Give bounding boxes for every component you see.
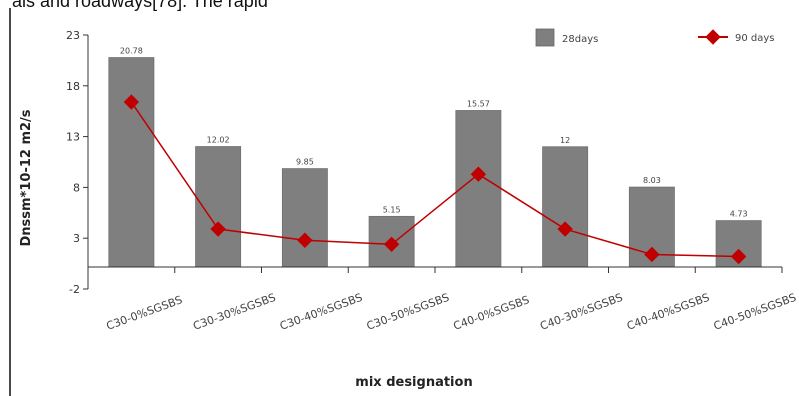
y-axis-title: Dnssm*10-12 m2/s (19, 109, 34, 246)
x-category-label: C30-50%SGSBS (365, 291, 451, 333)
chart-legend: 28days 90 days (535, 28, 775, 47)
x-axis-title: mix designation (355, 375, 472, 390)
bar-data-label: 15.57 (467, 99, 490, 108)
bar-data-label: 12 (560, 136, 570, 145)
bar-28days (281, 168, 328, 268)
clipped-body-text: als and roadways[78]. The rapid (12, 0, 268, 11)
y-tick-label: 18 (66, 80, 80, 93)
point-90-days (644, 246, 660, 263)
point-90-days (210, 221, 226, 237)
x-category-label: C40-40%SGSBS (625, 291, 711, 333)
y-tick-label: 13 (66, 131, 80, 144)
point-90-days (470, 166, 487, 182)
bar-data-label: 8.03 (643, 176, 661, 185)
legend-28days-label: 28days (562, 34, 598, 45)
x-category-label: C40-50%SGSBS (712, 291, 798, 333)
y-tick-label: -2 (69, 283, 80, 296)
legend-diamond-icon (705, 29, 721, 45)
bar-28days (542, 146, 589, 268)
bar-data-label: 20.78 (120, 47, 143, 56)
point-90-days (297, 232, 313, 248)
bar-data-label: 4.73 (730, 210, 748, 219)
x-category-label: C30-0%SGSBS (105, 293, 185, 333)
x-category-label: C40-0%SGSBS (452, 293, 532, 333)
x-category-label: C40-30%SGSBS (538, 291, 624, 333)
x-category-label: C30-30%SGSBS (191, 291, 277, 333)
point-90-days (123, 94, 140, 110)
y-tick-label: 23 (66, 29, 80, 42)
bar-data-label: 12.02 (207, 136, 230, 145)
x-category-label: C30-40%SGSBS (278, 291, 364, 333)
legend-bar-swatch (535, 28, 555, 47)
line-90-days (130, 101, 739, 258)
y-tick-label: 3 (73, 232, 80, 245)
figure-left-border (9, 8, 11, 396)
bar-28days (108, 57, 155, 268)
legend-90-days-label: 90 days (735, 33, 775, 44)
bar-data-label: 5.15 (383, 205, 401, 214)
point-90-days (557, 221, 573, 237)
point-90-days (383, 236, 400, 253)
y-tick-label: 8 (73, 181, 80, 194)
point-90-days (730, 248, 747, 265)
bar-data-label: 9.85 (296, 158, 314, 167)
plot-area: 20.78 12.02 9.85 5.15 15.57 12 8.03 4.73 (108, 47, 762, 268)
bar-28days (455, 110, 502, 268)
